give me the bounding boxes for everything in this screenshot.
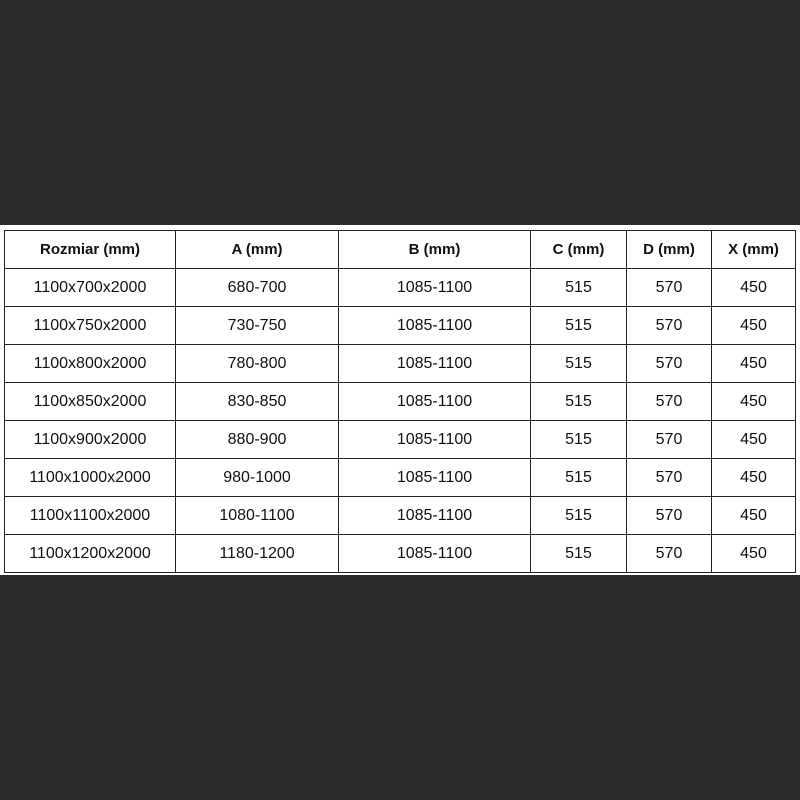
cell-a: 980-1000 — [175, 458, 339, 497]
table-row: 1100x700x2000 680-700 1085-1100 515 570 450 — [4, 268, 796, 307]
cell-b: 1085-1100 — [338, 382, 531, 421]
table-row: 1100x850x2000 830-850 1085-1100 515 570 450 — [4, 382, 796, 421]
table-row: 1100x900x2000 880-900 1085-1100 515 570 450 — [4, 420, 796, 459]
cell-c: 515 — [530, 496, 627, 535]
cell-c: 515 — [530, 420, 627, 459]
cell-size: 1100x1000x2000 — [4, 458, 176, 497]
cell-a: 880-900 — [175, 420, 339, 459]
cell-a: 1080-1100 — [175, 496, 339, 535]
cell-b: 1085-1100 — [338, 496, 531, 535]
cell-d: 570 — [626, 458, 712, 497]
cell-c: 515 — [530, 534, 627, 573]
cell-size: 1100x800x2000 — [4, 344, 176, 383]
cell-a: 780-800 — [175, 344, 339, 383]
header-b: B (mm) — [338, 230, 531, 269]
cell-d: 570 — [626, 306, 712, 345]
cell-x: 450 — [711, 496, 796, 535]
table-row: 1100x800x2000 780-800 1085-1100 515 570 450 — [4, 344, 796, 383]
cell-x: 450 — [711, 534, 796, 573]
cell-c: 515 — [530, 306, 627, 345]
cell-c: 515 — [530, 268, 627, 307]
table-row: 1100x1100x2000 1080-1100 1085-1100 515 570 45… — [4, 496, 796, 535]
table-row: 1100x1000x2000 980-1000 1085-1100 515 570 450 — [4, 458, 796, 497]
cell-d: 570 — [626, 268, 712, 307]
cell-a: 730-750 — [175, 306, 339, 345]
header-x: X (mm) — [711, 230, 796, 269]
header-d: D (mm) — [626, 230, 712, 269]
cell-x: 450 — [711, 420, 796, 459]
cell-x: 450 — [711, 458, 796, 497]
cell-size: 1100x1100x2000 — [4, 496, 176, 535]
header-c: C (mm) — [530, 230, 627, 269]
header-a: A (mm) — [175, 230, 339, 269]
cell-d: 570 — [626, 534, 712, 573]
cell-x: 450 — [711, 344, 796, 383]
cell-d: 570 — [626, 420, 712, 459]
dimensions-table: Rozmiar (mm) A (mm) B (mm) C (mm) D (mm) X (m… — [4, 230, 796, 573]
cell-c: 515 — [530, 458, 627, 497]
cell-x: 450 — [711, 382, 796, 421]
cell-d: 570 — [626, 496, 712, 535]
cell-d: 570 — [626, 382, 712, 421]
cell-x: 450 — [711, 268, 796, 307]
cell-size: 1100x750x2000 — [4, 306, 176, 345]
cell-size: 1100x850x2000 — [4, 382, 176, 421]
cell-a: 830-850 — [175, 382, 339, 421]
cell-d: 570 — [626, 344, 712, 383]
cell-size: 1100x1200x2000 — [4, 534, 176, 573]
header-size: Rozmiar (mm) — [4, 230, 176, 269]
cell-b: 1085-1100 — [338, 534, 531, 573]
cell-c: 515 — [530, 344, 627, 383]
cell-x: 450 — [711, 306, 796, 345]
table-row: 1100x750x2000 730-750 1085-1100 515 570 450 — [4, 306, 796, 345]
cell-b: 1085-1100 — [338, 306, 531, 345]
cell-a: 1180-1200 — [175, 534, 339, 573]
cell-b: 1085-1100 — [338, 420, 531, 459]
cell-b: 1085-1100 — [338, 458, 531, 497]
cell-b: 1085-1100 — [338, 268, 531, 307]
cell-a: 680-700 — [175, 268, 339, 307]
cell-b: 1085-1100 — [338, 344, 531, 383]
table-row: 1100x1200x2000 1180-1200 1085-1100 515 570 45… — [4, 534, 796, 573]
cell-c: 515 — [530, 382, 627, 421]
cell-size: 1100x900x2000 — [4, 420, 176, 459]
cell-size: 1100x700x2000 — [4, 268, 176, 307]
header-row: Rozmiar (mm) A (mm) B (mm) C (mm) D (mm) X (m… — [4, 230, 796, 269]
